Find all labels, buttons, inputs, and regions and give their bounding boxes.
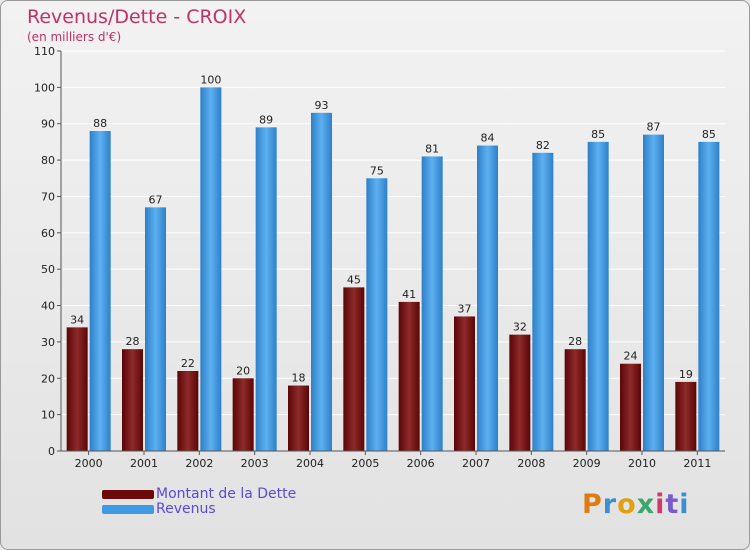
value-label-revenus: 100 <box>200 73 221 86</box>
y-tick-label: 90 <box>41 118 55 131</box>
bars <box>66 87 720 452</box>
bar-revenus <box>477 145 498 451</box>
bar-dette <box>675 381 697 451</box>
bar-dette <box>398 301 420 451</box>
bar-dette <box>620 363 641 451</box>
bar-dette <box>288 385 309 451</box>
value-label-dette: 41 <box>402 288 416 301</box>
chart-subtitle: (en milliers d'€) <box>27 30 122 44</box>
x-tick-label: 2011 <box>683 457 711 470</box>
legend-swatch-dette <box>102 490 154 499</box>
x-axis: 2000 2001 2002 2003 2004 2005 2006 2007 2008 2009… <box>75 451 711 470</box>
value-label-revenus: 67 <box>149 193 163 206</box>
bar-revenus <box>311 112 332 452</box>
y-tick-label: 0 <box>48 445 55 458</box>
bar-dette <box>509 334 531 451</box>
value-label-revenus: 82 <box>536 139 550 152</box>
grid <box>61 50 725 452</box>
bar-revenus <box>200 87 222 451</box>
x-tick-label: 2000 <box>75 457 103 470</box>
bar-dette <box>564 349 586 451</box>
value-label-dette: 28 <box>568 335 582 348</box>
y-tick-label: 110 <box>34 45 55 58</box>
value-label-revenus: 89 <box>259 113 273 126</box>
value-label-revenus: 81 <box>425 142 439 155</box>
x-tick-label: 2003 <box>241 457 269 470</box>
value-label-revenus: 85 <box>702 128 716 141</box>
value-label-dette: 37 <box>458 302 472 315</box>
y-axis: 0 10 20 30 40 50 60 70 80 90 100 110 <box>34 45 62 458</box>
value-label-dette: 19 <box>679 368 693 381</box>
y-tick-label: 40 <box>41 300 55 313</box>
bar-revenus <box>643 134 664 452</box>
value-label-dette: 32 <box>513 321 527 334</box>
bar-revenus <box>255 127 277 451</box>
x-tick-label: 2010 <box>628 457 656 470</box>
logo-letter: i <box>679 489 690 520</box>
bar-dette <box>454 316 475 451</box>
x-tick-label: 2007 <box>462 457 490 470</box>
value-label-dette: 24 <box>624 350 638 363</box>
bar-revenus <box>587 141 609 451</box>
logo-letter: x <box>636 489 656 520</box>
value-label-revenus: 93 <box>315 99 329 112</box>
value-label-dette: 28 <box>126 335 140 348</box>
x-tick-label: 2005 <box>351 457 379 470</box>
value-label-dette: 45 <box>347 273 361 286</box>
value-labels: 34 88 28 67 22 100 20 89 18 93 45 75 41 81 37 84 32 82 28 8… <box>70 73 716 384</box>
legend-label-dette: Montant de la Dette <box>156 486 297 502</box>
x-tick-label: 2009 <box>573 457 601 470</box>
y-tick-label: 50 <box>41 263 55 276</box>
y-tick-label: 20 <box>41 372 55 385</box>
value-label-revenus: 85 <box>591 128 605 141</box>
value-label-revenus: 75 <box>370 164 384 177</box>
value-label-revenus: 88 <box>93 117 107 130</box>
y-tick-label: 60 <box>41 227 55 240</box>
bar-revenus <box>145 207 166 451</box>
y-tick-label: 100 <box>34 81 55 94</box>
value-label-dette: 18 <box>292 372 306 385</box>
x-tick-label: 2002 <box>185 457 213 470</box>
chart-title: Revenus/Dette - CROIX <box>27 6 247 28</box>
value-label-revenus: 87 <box>647 121 661 134</box>
bar-dette <box>232 378 254 451</box>
value-label-dette: 34 <box>70 313 84 326</box>
y-tick-label: 10 <box>41 409 55 422</box>
x-tick-label: 2004 <box>296 457 324 470</box>
bar-dette <box>66 327 88 451</box>
value-label-dette: 20 <box>236 364 250 377</box>
x-tick-label: 2006 <box>407 457 435 470</box>
x-tick-label: 2008 <box>517 457 545 470</box>
bar-revenus <box>698 141 720 451</box>
bar-revenus <box>366 178 388 452</box>
legend-swatch-revenus <box>102 505 154 514</box>
bar-revenus <box>89 131 111 451</box>
value-label-revenus: 84 <box>481 132 495 145</box>
logo-letter: t <box>665 489 680 520</box>
bar-dette <box>343 287 365 451</box>
logo-letter: r <box>602 489 618 520</box>
y-tick-label: 80 <box>41 154 55 167</box>
legend-label-revenus: Revenus <box>156 501 216 517</box>
bar-revenus <box>421 156 443 452</box>
bar-dette <box>177 371 199 451</box>
bar-dette <box>122 349 143 451</box>
y-tick-label: 70 <box>41 190 55 203</box>
logo-letter: i <box>655 489 666 520</box>
bar-revenus <box>532 152 554 451</box>
y-tick-label: 30 <box>41 336 55 349</box>
proxiti-logo: Proxiti <box>582 489 690 520</box>
logo-letter: P <box>582 489 603 520</box>
logo-letter: o <box>617 489 637 520</box>
x-tick-label: 2001 <box>130 457 158 470</box>
value-label-dette: 22 <box>181 357 195 370</box>
